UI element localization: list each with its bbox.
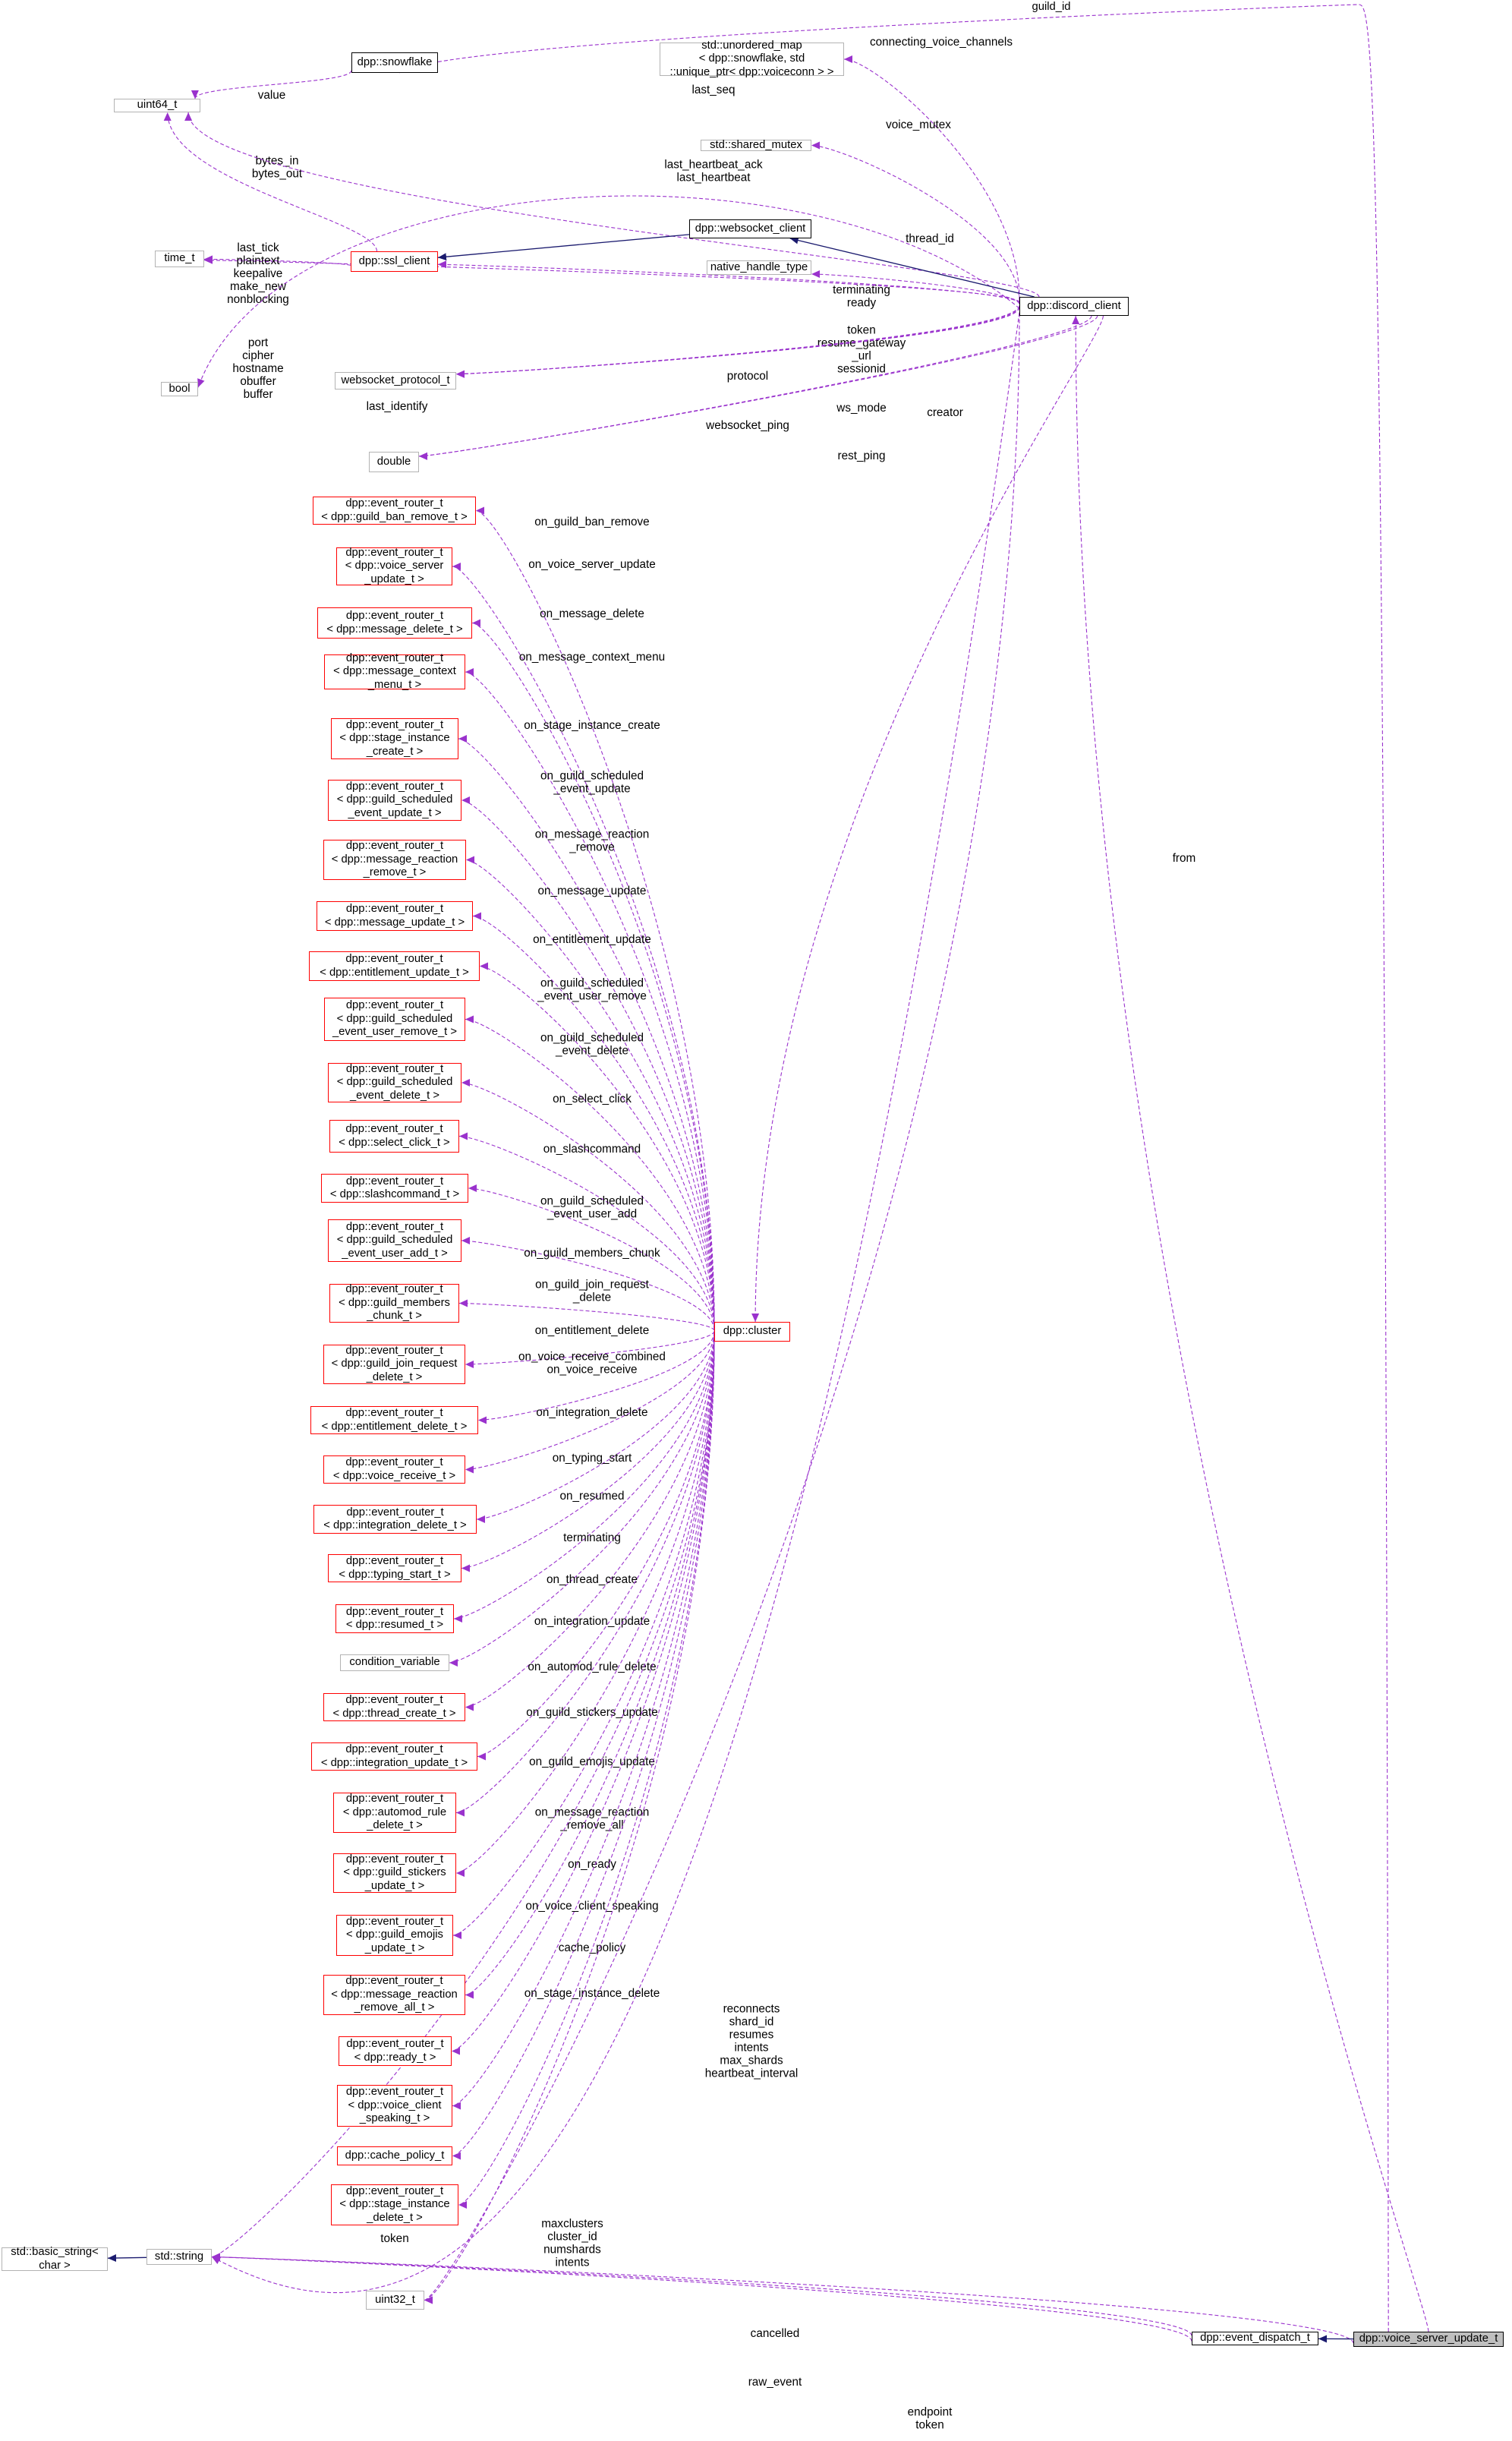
svg-text:obuffer: obuffer (240, 375, 276, 388)
svg-text:raw_event: raw_event (748, 2376, 802, 2389)
svg-text:shard_id: shard_id (729, 2016, 774, 2029)
svg-text:connecting_voice_channels: connecting_voice_channels (870, 36, 1013, 49)
svg-text:_event_update: _event_update (553, 783, 630, 796)
svg-text:on_guild_scheduled: on_guild_scheduled (540, 1032, 644, 1045)
svg-text:on_message_update: on_message_update (538, 885, 647, 897)
svg-text:_url: _url (851, 350, 871, 363)
svg-text:reconnects: reconnects (723, 2003, 780, 2016)
svg-text:intents: intents (734, 2042, 768, 2055)
svg-text:ws_mode: ws_mode (836, 402, 886, 415)
svg-text:on_message_reaction: on_message_reaction (535, 828, 650, 841)
svg-text:thread_id: thread_id (906, 232, 954, 245)
svg-text:on_stage_instance_delete: on_stage_instance_delete (524, 1987, 660, 2000)
svg-text:on_guild_stickers_update: on_guild_stickers_update (526, 1706, 658, 1719)
svg-text:_delete: _delete (572, 1291, 611, 1304)
svg-text:value: value (258, 89, 286, 102)
svg-text:port: port (248, 336, 269, 349)
svg-text:last_identify: last_identify (367, 400, 428, 413)
svg-text:on_entitlement_delete: on_entitlement_delete (535, 1324, 650, 1337)
svg-text:last_heartbeat_ack: last_heartbeat_ack (664, 159, 763, 172)
svg-text:intents: intents (555, 2257, 589, 2269)
svg-text:last_heartbeat: last_heartbeat (677, 172, 751, 184)
svg-text:terminating: terminating (833, 284, 890, 297)
svg-text:resumes: resumes (729, 2029, 774, 2042)
svg-text:creator: creator (927, 406, 963, 419)
svg-text:_event_user_remove: _event_user_remove (537, 990, 647, 1003)
svg-text:_event_user_add: _event_user_add (547, 1208, 637, 1221)
svg-text:websocket_ping: websocket_ping (705, 419, 789, 432)
svg-text:_remove_all: _remove_all (559, 1819, 623, 1832)
svg-text:on_entitlement_update: on_entitlement_update (533, 933, 651, 946)
svg-text:plaintext: plaintext (237, 254, 281, 267)
svg-text:on_integration_delete: on_integration_delete (536, 1406, 647, 1419)
svg-text:on_voice_server_update: on_voice_server_update (528, 558, 656, 571)
svg-text:token: token (380, 2232, 408, 2245)
svg-text:ready: ready (847, 297, 877, 310)
svg-text:guild_id: guild_id (1032, 1, 1070, 13)
svg-text:on_message_reaction: on_message_reaction (535, 1806, 650, 1819)
svg-text:on_select_click: on_select_click (553, 1093, 632, 1105)
svg-text:sessionid: sessionid (837, 363, 886, 376)
svg-text:numshards: numshards (543, 2244, 601, 2257)
svg-text:on_integration_update: on_integration_update (534, 1615, 650, 1628)
svg-text:on_guild_scheduled: on_guild_scheduled (540, 977, 644, 990)
svg-text:on_voice_receive_combined: on_voice_receive_combined (518, 1351, 666, 1364)
svg-text:on_typing_start: on_typing_start (553, 1452, 632, 1465)
svg-text:keepalive: keepalive (234, 267, 283, 280)
svg-text:cluster_id: cluster_id (547, 2231, 597, 2244)
svg-text:last_seq: last_seq (692, 84, 736, 96)
svg-text:_event_delete: _event_delete (555, 1045, 628, 1058)
svg-text:on_guild_scheduled: on_guild_scheduled (540, 1195, 644, 1208)
svg-text:on_ready: on_ready (568, 1858, 616, 1871)
svg-text:on_guild_scheduled: on_guild_scheduled (540, 770, 644, 783)
svg-text:_remove: _remove (569, 841, 615, 854)
svg-text:terminating: terminating (563, 1531, 621, 1544)
svg-text:endpoint: endpoint (908, 2406, 953, 2419)
svg-text:voice_mutex: voice_mutex (886, 118, 951, 131)
svg-text:on_message_delete: on_message_delete (540, 607, 644, 620)
svg-text:cipher: cipher (242, 349, 274, 362)
svg-text:on_guild_ban_remove: on_guild_ban_remove (534, 516, 649, 528)
svg-text:from: from (1173, 852, 1196, 865)
svg-text:make_new: make_new (230, 280, 287, 293)
svg-text:on_guild_members_chunk: on_guild_members_chunk (524, 1247, 660, 1260)
svg-text:on_guild_emojis_update: on_guild_emojis_update (529, 1755, 655, 1768)
svg-text:nonblocking: nonblocking (227, 293, 289, 306)
svg-text:cancelled: cancelled (751, 2327, 800, 2340)
svg-text:on_stage_instance_create: on_stage_instance_create (524, 719, 660, 732)
svg-text:on_guild_join_request: on_guild_join_request (535, 1279, 649, 1291)
svg-text:last_tick: last_tick (237, 241, 279, 254)
svg-text:protocol: protocol (727, 370, 768, 383)
svg-text:max_shards: max_shards (720, 2055, 783, 2067)
svg-text:bytes_in: bytes_in (256, 155, 299, 168)
svg-text:resume_gateway: resume_gateway (817, 337, 906, 350)
svg-text:heartbeat_interval: heartbeat_interval (705, 2067, 798, 2080)
svg-text:maxclusters: maxclusters (541, 2218, 603, 2231)
svg-text:on_slashcommand: on_slashcommand (543, 1143, 641, 1156)
svg-text:token: token (847, 324, 875, 337)
svg-text:on_thread_create: on_thread_create (547, 1573, 638, 1586)
svg-text:on_message_context_menu: on_message_context_menu (519, 651, 665, 664)
svg-text:on_voice_receive: on_voice_receive (547, 1364, 637, 1377)
svg-text:buffer: buffer (244, 388, 273, 401)
svg-text:token: token (915, 2419, 943, 2432)
svg-text:on_resumed: on_resumed (559, 1490, 624, 1503)
svg-text:rest_ping: rest_ping (838, 449, 886, 462)
svg-text:cache_policy: cache_policy (559, 1941, 626, 1954)
svg-text:hostname: hostname (232, 362, 283, 375)
